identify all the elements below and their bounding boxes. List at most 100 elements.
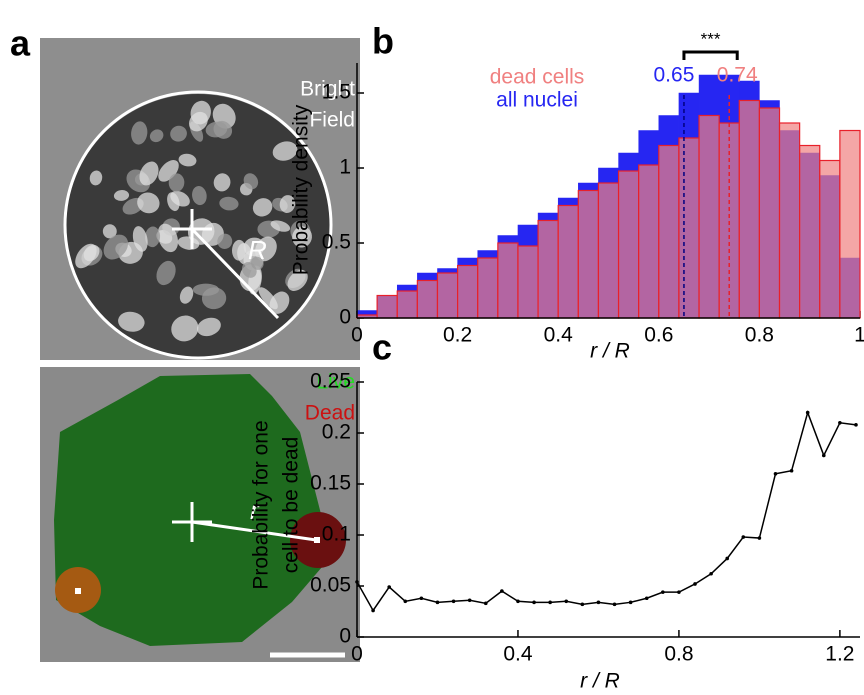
point [677,590,681,594]
texture-blob [145,226,161,248]
x-tick-label: 0 [351,324,363,347]
y-tick-label: 0.25 [310,370,351,393]
hist-bar [436,272,459,319]
x-tick-label: 0.2 [443,324,472,347]
texture-blob [187,218,215,245]
texture-blob [213,173,231,192]
point [854,423,858,427]
line [356,410,857,612]
texture-blob [241,262,257,278]
texture-blob [192,283,220,296]
point [548,600,552,605]
point [580,602,585,607]
point [628,600,633,605]
texture-blob [258,287,278,310]
texture-blob [243,237,265,257]
hist-bar [638,164,660,319]
texture-blob [89,170,103,186]
point [451,599,456,604]
point [532,600,536,605]
point [467,598,472,603]
point [612,602,617,607]
texture-blob [113,190,130,201]
point [773,472,778,476]
hist-bar [799,144,821,319]
x-tick-label: 0.4 [544,324,574,347]
fluorescence-image: r Live Dead [40,367,360,662]
y-tick-label: 1 [339,156,351,179]
point [435,600,440,605]
x-tick-label: 0.6 [644,324,673,347]
point [564,599,569,604]
texture-blob [205,121,228,138]
point [644,596,649,601]
point [709,571,713,576]
legend-label: all nuclei [496,89,578,112]
radius-line [191,520,317,542]
y-tick-label: 0.1 [322,523,351,546]
point [757,536,762,540]
image-label: Dead [305,402,355,425]
y-tick-label: 0 [339,625,351,648]
image-label: Bright [300,78,355,101]
outline-circle [63,90,333,360]
x-axis-label: r / R [590,340,630,363]
hist-bar [517,245,539,319]
point [789,468,794,473]
x-tick-label: 1.2 [825,643,854,666]
y-tick-label: 0.05 [310,574,351,597]
hist-bar [819,159,841,319]
image-label: Live [316,371,355,394]
x-tick-label: 0.4 [503,643,533,666]
texture-blob [287,270,308,291]
texture-blob [171,315,199,342]
mean-label: 0.65 [654,64,695,87]
radius-label: R [248,235,267,265]
point [516,599,520,604]
texture-blob [149,129,164,143]
texture-blob [170,125,187,142]
hist-bar [597,182,620,319]
point [661,590,665,594]
point [387,585,391,589]
texture-blob [132,226,148,252]
texture-blob [252,198,273,217]
texture-blob [157,223,179,253]
texture-blob [156,260,176,286]
legend-label: dead cells [490,66,585,89]
x-axis-label: r / R [580,670,620,693]
point [693,582,697,586]
texture-blob [217,233,233,250]
hist-bar [617,170,640,319]
hist-bar [376,294,398,319]
image-label: Field [309,109,355,132]
texture-blob [167,192,180,212]
nucleus-dot [75,588,81,594]
point [805,410,810,415]
hist-bar [477,257,499,319]
texture-blob [272,141,298,161]
y-tick-label: 0 [339,306,351,329]
panel-label: a [10,23,31,64]
texture-blob [131,121,148,145]
brightfield-image: R Bright Field [40,38,360,360]
point [371,608,375,613]
point [596,600,601,605]
texture [75,100,312,342]
texture-blob [243,173,259,190]
texture-blob [219,196,239,211]
point [741,535,746,539]
hist-bar [497,242,519,319]
hist-bar [557,204,579,319]
texture-blob [279,195,296,213]
point [838,421,842,425]
point [419,596,424,601]
x-tick-label: 0 [351,643,363,666]
significance-bracket [682,50,739,60]
hist-bar [537,219,559,319]
texture-blob [270,220,291,232]
texture-blob [102,224,117,239]
x-tick-label: 0.8 [664,643,693,666]
x-tick-label: 1 [854,324,864,347]
